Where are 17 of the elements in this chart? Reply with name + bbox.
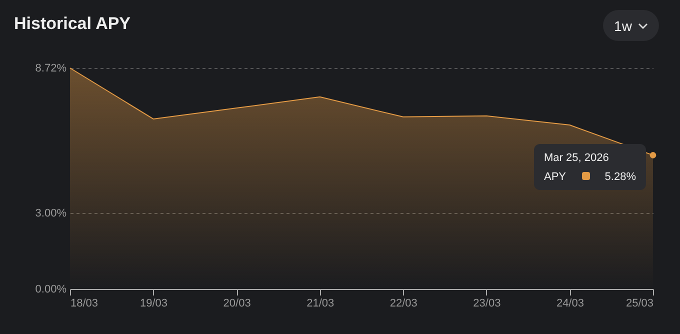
y-tick-label: 3.00% bbox=[35, 207, 67, 220]
x-tick-label: 19/03 bbox=[140, 298, 168, 310]
x-tick-label: 25/03 bbox=[626, 298, 654, 310]
annotation: APY bbox=[544, 171, 566, 183]
tooltip-box: Mar 25, 2026 APY 5.28% bbox=[534, 144, 646, 190]
annotation: Mar 25, 2026 bbox=[544, 152, 609, 164]
x-tick-label: 18/03 bbox=[70, 298, 98, 310]
y-tick-label: 8.72% bbox=[35, 62, 67, 74]
chart-title: Historical APY bbox=[14, 14, 131, 34]
annotation: 5.28% bbox=[604, 171, 636, 183]
x-tick-label: 21/03 bbox=[306, 298, 334, 310]
x-tick-label: 20/03 bbox=[223, 298, 251, 310]
x-tick-label: 22/03 bbox=[390, 298, 418, 310]
y-tick-label: 0.00% bbox=[35, 284, 67, 296]
x-tick-label: 23/03 bbox=[473, 298, 501, 310]
x-tick-label: 24/03 bbox=[556, 298, 584, 310]
text: 1w bbox=[614, 18, 632, 34]
